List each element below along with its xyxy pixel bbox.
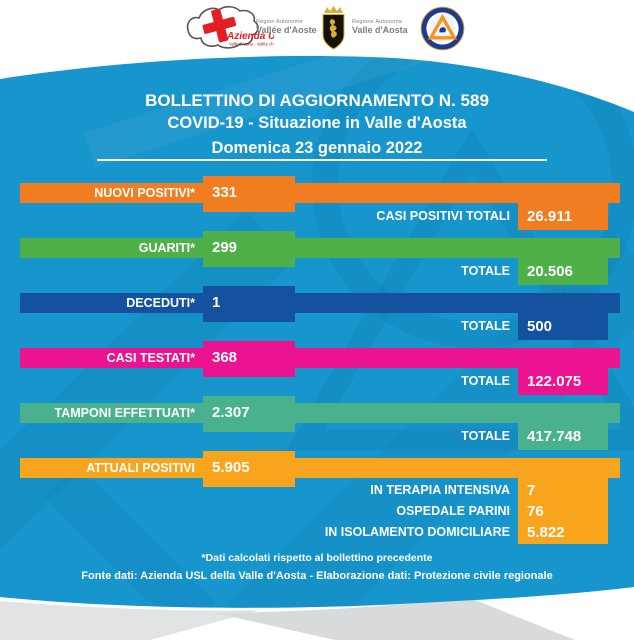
breakdown-label-ospedale-parini: OSPEDALE PARINI xyxy=(396,504,510,518)
stat-total-tab xyxy=(518,313,608,340)
stat-value: 368 xyxy=(212,349,238,366)
breakdown-value-ospedale-parini: 76 xyxy=(527,503,544,520)
breakdown-value-terapia-intensiva: 7 xyxy=(527,482,536,499)
stat-label: DECEDUTI* xyxy=(126,296,195,310)
breakdown-label-terapia-intensiva: IN TERAPIA INTENSIVA xyxy=(370,483,510,497)
region-it-line2: Valle d'Aosta xyxy=(352,25,408,36)
stat-bar xyxy=(20,458,620,478)
red-cross-icon xyxy=(202,8,237,43)
stat-total-label: TOTALE xyxy=(461,374,510,388)
stat-label: GUARITI* xyxy=(138,241,195,255)
region-fr-line2: Vallée d'Aoste xyxy=(256,25,317,36)
data-source: Fonte dati: Azienda USL della Valle d'Ao… xyxy=(81,570,553,582)
stat-bar xyxy=(20,183,620,203)
regione-autonoma-it-logo-text: Regione Autonoma Valle d'Aosta xyxy=(352,19,418,36)
stat-value: 299 xyxy=(212,239,238,256)
stat-total-value: 500 xyxy=(527,318,553,335)
stat-total-label: TOTALE xyxy=(461,264,510,278)
stat-value: 331 xyxy=(212,184,238,201)
title-line1: BOLLETTINO DI AGGIORNAMENTO N. 589 xyxy=(145,91,489,110)
azienda-usl-logo: Azienda USL Valle d'Aosta - Vallée d'Aos… xyxy=(186,5,274,49)
protezione-civile-logo xyxy=(420,6,465,51)
stat-bar xyxy=(20,238,620,258)
lion-glyph xyxy=(329,19,337,38)
stat-value-tab xyxy=(203,341,295,377)
stat-total-value: 417.748 xyxy=(527,428,582,445)
stat-label: ATTUALI POSITIVI xyxy=(86,461,195,475)
stat-label: NUOVI POSITIVI* xyxy=(94,186,195,200)
stat-value-tab xyxy=(203,396,295,432)
stat-total-tab xyxy=(518,368,608,395)
usl-logo-text: Azienda USL xyxy=(226,31,274,42)
stat-group-deceduti: DECEDUTI* 1 TOTALE 500 xyxy=(0,286,634,349)
stat-breakdown-tab xyxy=(518,478,608,544)
stat-value: 2.307 xyxy=(212,404,250,421)
stat-group-casi-testati: CASI TESTATI* 368 TOTALE 122.075 xyxy=(0,341,634,404)
stat-total-tab xyxy=(518,203,608,230)
stat-total-tab xyxy=(518,423,608,450)
stat-group-attuali-positivi: ATTUALI POSITIVI 5.905 IN TERAPIA INTENS… xyxy=(0,451,634,544)
stat-total-value: 20.506 xyxy=(527,263,573,280)
bottom-right-swoosh xyxy=(215,598,575,640)
stat-total-value: 26.911 xyxy=(527,208,573,225)
title-line2: COVID-19 - Situazione in Valle d'Aosta xyxy=(167,114,467,132)
stat-value: 5.905 xyxy=(212,459,250,476)
stat-total-tab xyxy=(518,258,608,285)
stat-value-tab xyxy=(203,231,295,267)
stat-bar xyxy=(20,403,620,423)
stat-value-tab xyxy=(203,176,295,212)
stat-total-value: 122.075 xyxy=(527,373,582,390)
stat-group-tamponi-effettuati: TAMPONI EFFETTUATI* 2.307 TOTALE 417.748 xyxy=(0,396,634,459)
stat-total-label: TOTALE xyxy=(461,319,510,333)
stat-group-guariti: GUARITI* 299 TOTALE 20.506 xyxy=(0,231,634,294)
stat-total-label: TOTALE xyxy=(461,429,510,443)
stat-value: 1 xyxy=(212,294,221,311)
bottom-left-swoosh xyxy=(0,601,260,640)
stat-bar xyxy=(20,348,620,368)
region-it-line1: Regione Autonoma xyxy=(352,19,402,25)
usl-logo-subtitle: Valle d'Aosta - Vallée d'Aoste xyxy=(229,42,274,47)
title-line3: Domenica 23 gennaio 2022 xyxy=(211,139,423,157)
footnote: *Dati calcolati rispetto al bollettino p… xyxy=(201,552,433,564)
region-autonome-fr-logo-text: Région Autonome Vallée d'Aoste xyxy=(256,19,318,36)
stat-label: TAMPONI EFFETTUATI* xyxy=(54,406,196,420)
breakdown-value-isolamento-domiciliare: 5.822 xyxy=(527,524,565,541)
valle-daosta-crest-icon xyxy=(322,6,345,50)
stat-bar xyxy=(20,293,620,313)
breakdown-label-isolamento-domiciliare: IN ISOLAMENTO DOMICILIARE xyxy=(324,525,510,539)
stat-label: CASI TESTATI* xyxy=(106,351,195,365)
stat-value-tab xyxy=(203,286,295,322)
triangle-icon xyxy=(427,13,458,40)
stat-total-label: CASI POSITIVI TOTALI xyxy=(376,209,510,223)
bulletin-title: BOLLETTINO DI AGGIORNAMENTO N. 589 COVID… xyxy=(0,90,634,159)
stat-group-nuovi-positivi: NUOVI POSITIVI* 331 CASI POSITIVI TOTALI… xyxy=(0,176,634,239)
stat-value-tab xyxy=(203,451,295,487)
region-fr-line1: Région Autonome xyxy=(256,19,303,25)
title-divider xyxy=(97,159,547,161)
